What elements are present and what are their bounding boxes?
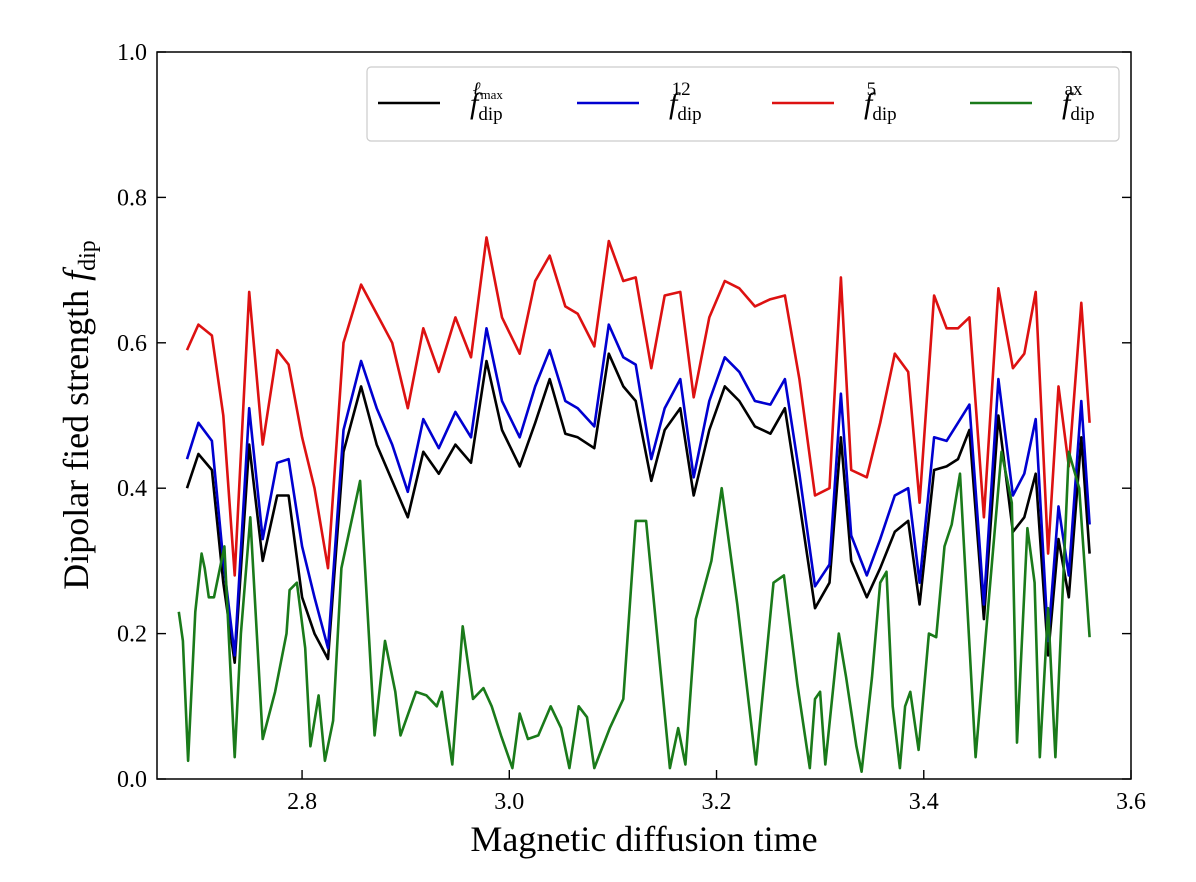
x-tick-label: 3.0 — [494, 789, 524, 815]
x-axis-label: Magnetic diffusion time — [470, 819, 817, 859]
y-tick-label: 0.0 — [117, 767, 147, 793]
series-line-0 — [185, 352, 1091, 664]
y-tick-label: 1.0 — [117, 40, 147, 66]
x-tick-label: 3.6 — [1116, 789, 1146, 815]
legend-box — [366, 66, 1120, 142]
series-line-3 — [177, 450, 1091, 773]
x-tick-label: 3.4 — [909, 789, 939, 815]
legend-entries: fdipℓmax fdip12 fdip5 fdipax — [378, 79, 1095, 125]
y-axis-label-sub: dip — [75, 240, 101, 271]
y-axis-label-text: Dipolar fied strength — [56, 290, 96, 590]
x-tick-label: 3.2 — [702, 789, 732, 815]
y-tick-label: 0.4 — [117, 476, 147, 502]
plot-frame — [156, 51, 1132, 780]
legend: fdipℓmax fdip12 fdip5 fdipax — [366, 66, 1120, 142]
series-line-2 — [185, 236, 1091, 577]
y-tick-label: 0.8 — [117, 185, 147, 211]
series-lines — [177, 236, 1091, 773]
svg-text:Dipolar fied strength fdip: Dipolar fied strength fdip — [56, 240, 101, 590]
axis-ticks: 2.8 3.0 3.2 3.4 3.6 0.0 0.2 0.4 0.6 0.8 1.0 — [117, 40, 1146, 815]
legend-label-0: fdipℓmax — [470, 79, 503, 125]
legend-label-3: fdipax — [1062, 79, 1095, 125]
y-tick-label: 0.2 — [117, 622, 147, 648]
series-line-1 — [185, 323, 1091, 657]
x-tick-label: 2.8 — [287, 789, 317, 815]
y-axis-label: Dipolar fied strength fdip — [56, 240, 101, 590]
legend-label-2: fdip5 — [864, 79, 897, 125]
y-tick-label: 0.6 — [117, 331, 147, 357]
legend-label-1: fdip12 — [669, 79, 702, 125]
